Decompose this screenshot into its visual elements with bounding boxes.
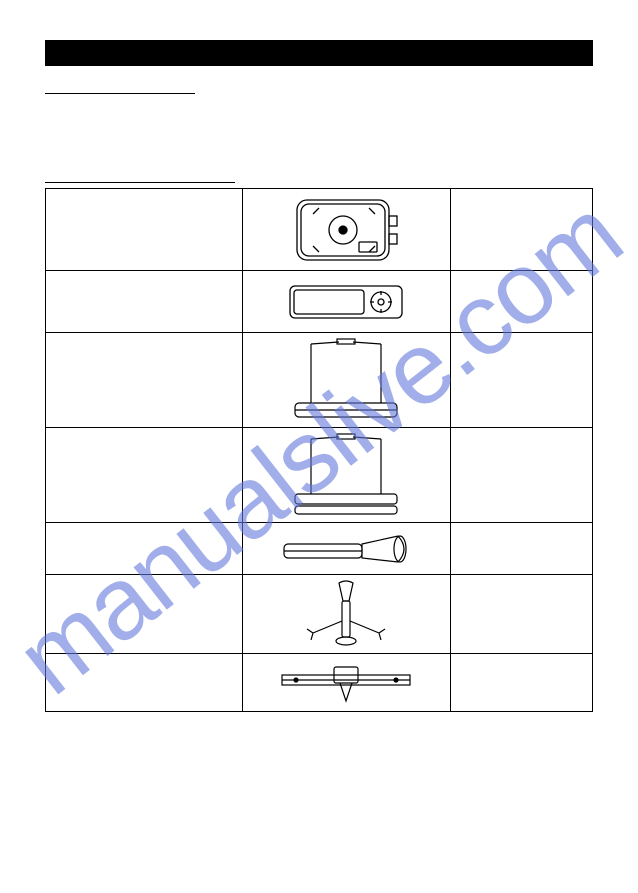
- subheading-2-underline: [45, 169, 235, 183]
- cell-image: [242, 333, 450, 428]
- section-header-bar: [45, 40, 593, 66]
- cell-ref: [450, 189, 592, 271]
- cell-image: [242, 654, 450, 712]
- table-row: [46, 333, 593, 428]
- cell-ref: [450, 523, 592, 575]
- cell-ref: [450, 654, 592, 712]
- pendant-single-icon: [281, 337, 411, 423]
- cell-desc: [46, 575, 243, 654]
- table-row: [46, 523, 593, 575]
- cell-image: [242, 428, 450, 523]
- cell-ref: [450, 575, 592, 654]
- cell-ref: [450, 271, 592, 333]
- page-container: [0, 0, 638, 752]
- cell-desc: [46, 523, 243, 575]
- cell-image: [242, 575, 450, 654]
- spacer: [45, 99, 593, 169]
- cell-desc: [46, 654, 243, 712]
- cell-ref: [450, 333, 592, 428]
- cell-ref: [450, 428, 592, 523]
- cell-image: [242, 271, 450, 333]
- table-row: [46, 189, 593, 271]
- table-row: [46, 428, 593, 523]
- tubular-light-icon: [276, 530, 416, 568]
- table-row: [46, 654, 593, 712]
- cell-image: [242, 189, 450, 271]
- cell-desc: [46, 271, 243, 333]
- pendant-double-icon: [281, 432, 411, 518]
- table-row: [46, 575, 593, 654]
- cell-desc: [46, 189, 243, 271]
- table-row: [46, 271, 593, 333]
- actuator-box-icon: [286, 278, 406, 326]
- cell-desc: [46, 333, 243, 428]
- cell-desc: [46, 428, 243, 523]
- products-table: [45, 188, 593, 712]
- subheading-1-underline: [45, 80, 195, 94]
- weather-sensor-icon: [291, 194, 401, 266]
- post-spreader-icon: [291, 579, 401, 649]
- rail-bracket-icon: [276, 661, 416, 705]
- cell-image: [242, 523, 450, 575]
